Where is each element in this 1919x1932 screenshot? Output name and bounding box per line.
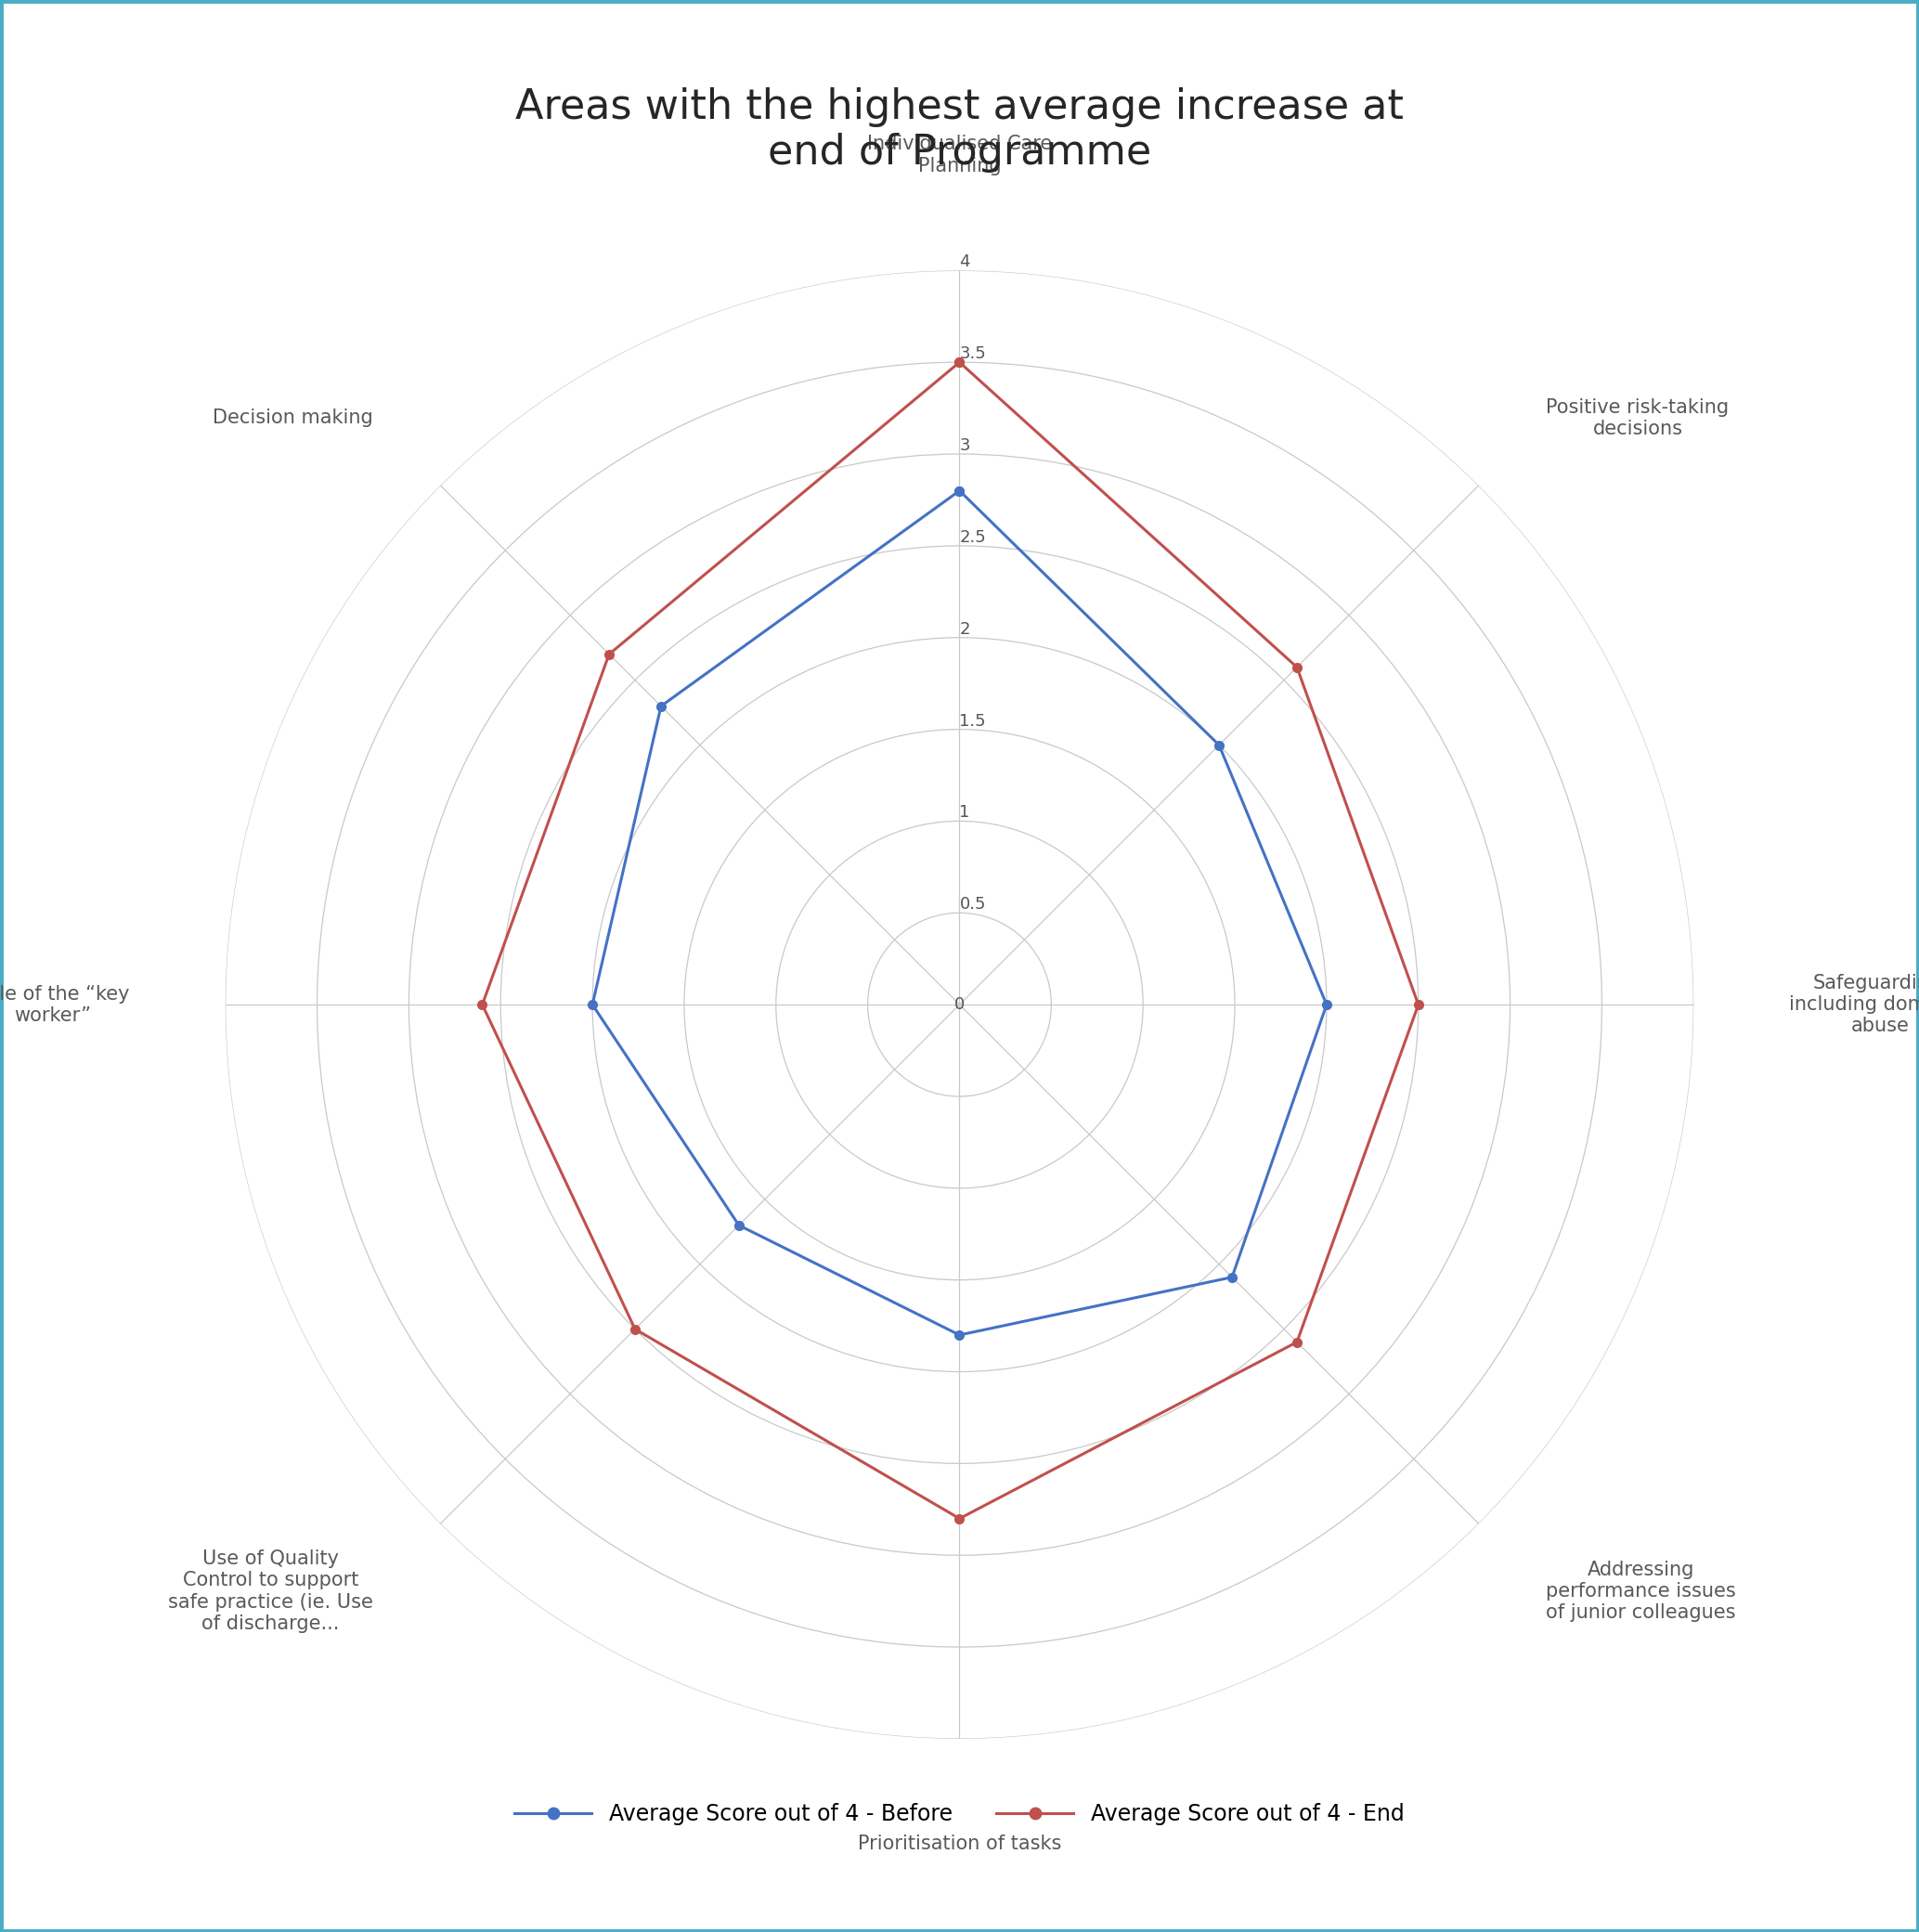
Text: Addressing
performance issues
of junior colleagues: Addressing performance issues of junior … bbox=[1547, 1561, 1737, 1623]
Text: Individualised Care
Planning: Individualised Care Planning bbox=[867, 135, 1052, 176]
Text: Areas with the highest average increase at
end of Programme: Areas with the highest average increase … bbox=[516, 87, 1403, 174]
Text: Decision making: Decision making bbox=[213, 410, 372, 427]
Text: Positive risk-taking
decisions: Positive risk-taking decisions bbox=[1547, 398, 1729, 439]
Text: Safeguarding,
including domestic
abuse: Safeguarding, including domestic abuse bbox=[1789, 974, 1919, 1036]
Text: Use of Quality
Control to support
safe practice (ie. Use
of discharge...: Use of Quality Control to support safe p… bbox=[167, 1549, 372, 1633]
Text: Prioritisation of tasks: Prioritisation of tasks bbox=[858, 1833, 1061, 1853]
Legend: Average Score out of 4 - Before, Average Score out of 4 - End: Average Score out of 4 - Before, Average… bbox=[507, 1795, 1412, 1833]
Text: 0: 0 bbox=[954, 997, 965, 1012]
Text: Role of the “key
worker”: Role of the “key worker” bbox=[0, 985, 130, 1024]
